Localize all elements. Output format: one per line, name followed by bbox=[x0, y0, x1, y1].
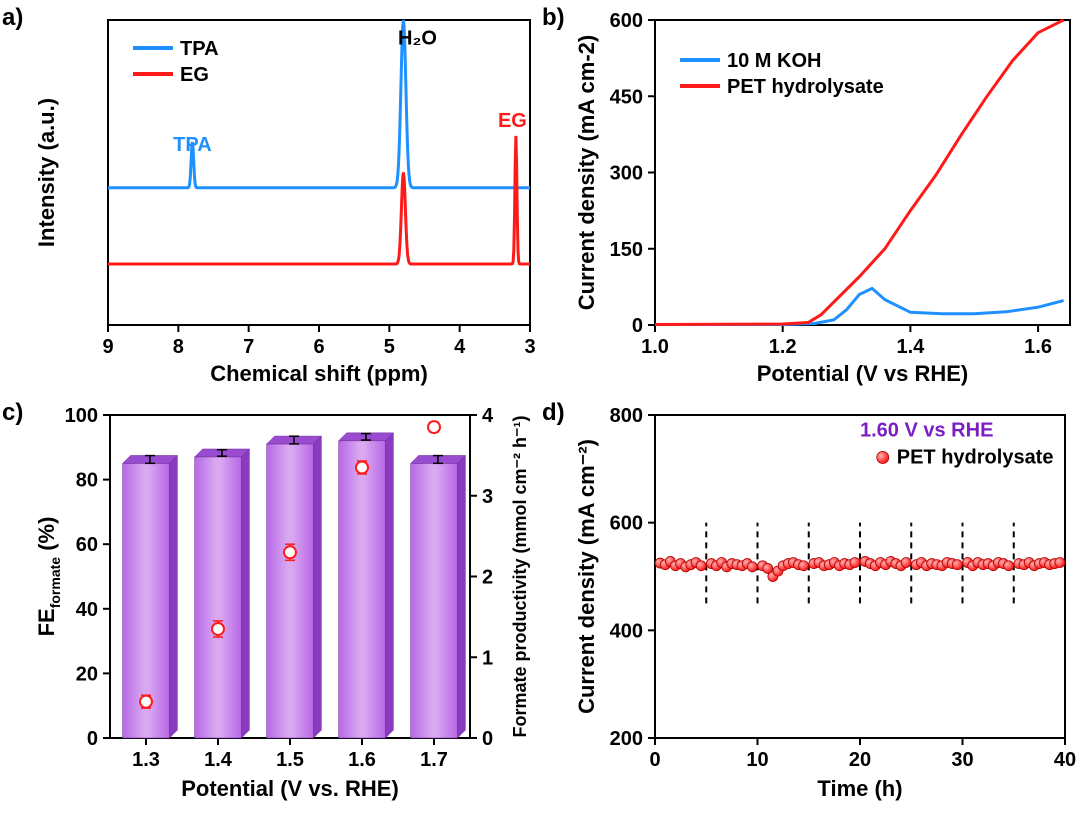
svg-text:60: 60 bbox=[76, 534, 98, 556]
svg-text:600: 600 bbox=[610, 513, 643, 535]
svg-text:1.5: 1.5 bbox=[276, 749, 304, 771]
svg-text:1.2: 1.2 bbox=[769, 336, 797, 358]
svg-text:1.4: 1.4 bbox=[204, 749, 233, 771]
svg-text:1.4: 1.4 bbox=[896, 336, 925, 358]
svg-text:FEformate (%): FEformate (%) bbox=[34, 517, 63, 637]
svg-text:600: 600 bbox=[610, 10, 643, 32]
svg-text:9: 9 bbox=[102, 336, 113, 358]
panel-c-label: c) bbox=[2, 399, 23, 427]
svg-text:1: 1 bbox=[482, 647, 493, 669]
svg-text:100: 100 bbox=[65, 405, 98, 427]
panel-d-label: d) bbox=[542, 399, 565, 427]
panel-a: 9 8 7 6 5 4 3 Chemical shift (ppm) Intensity (a.… bbox=[30, 10, 540, 395]
svg-text:150: 150 bbox=[610, 239, 643, 261]
svg-text:Chemical shift (ppm): Chemical shift (ppm) bbox=[210, 361, 428, 386]
svg-text:0: 0 bbox=[632, 315, 643, 337]
svg-text:H₂O: H₂O bbox=[398, 27, 437, 49]
svg-text:0: 0 bbox=[87, 728, 98, 750]
svg-text:1.3: 1.3 bbox=[132, 749, 160, 771]
svg-text:TPA: TPA bbox=[180, 38, 219, 60]
svg-text:1.7: 1.7 bbox=[420, 749, 448, 771]
svg-text:30: 30 bbox=[951, 749, 973, 771]
svg-text:0: 0 bbox=[482, 728, 493, 750]
svg-text:3: 3 bbox=[524, 336, 535, 358]
svg-text:800: 800 bbox=[610, 405, 643, 427]
svg-text:7: 7 bbox=[243, 336, 254, 358]
svg-text:8: 8 bbox=[173, 336, 184, 358]
svg-text:EG: EG bbox=[180, 64, 209, 86]
svg-text:3: 3 bbox=[482, 486, 493, 508]
svg-text:Potential (V vs. RHE): Potential (V vs. RHE) bbox=[181, 776, 399, 801]
svg-text:450: 450 bbox=[610, 86, 643, 108]
svg-text:300: 300 bbox=[610, 163, 643, 185]
panel-c: 1.3 1.4 1.5 1.6 1.7 0 20 40 60 80 100 0 1 2 3 4 Potentia… bbox=[30, 405, 540, 810]
svg-text:Formate productivity (mmol cm⁻: Formate productivity (mmol cm⁻² h⁻¹) bbox=[510, 415, 530, 737]
svg-text:PET hydrolysate: PET hydrolysate bbox=[727, 76, 884, 98]
svg-text:PET hydrolysate: PET hydrolysate bbox=[897, 446, 1054, 468]
svg-text:20: 20 bbox=[76, 663, 98, 685]
panel-d: 0 10 20 30 40 200 400 600 800 Time (h) Current den… bbox=[570, 405, 1080, 810]
svg-text:1.6: 1.6 bbox=[1024, 336, 1052, 358]
svg-text:Time (h): Time (h) bbox=[817, 776, 902, 801]
svg-text:Current density (mA cm⁻²): Current density (mA cm⁻²) bbox=[574, 439, 599, 714]
svg-text:4: 4 bbox=[454, 336, 466, 358]
svg-text:40: 40 bbox=[1054, 749, 1076, 771]
svg-text:4: 4 bbox=[482, 405, 494, 427]
svg-text:0: 0 bbox=[649, 749, 660, 771]
svg-text:10: 10 bbox=[746, 749, 768, 771]
svg-text:5: 5 bbox=[384, 336, 395, 358]
svg-text:1.6: 1.6 bbox=[348, 749, 376, 771]
svg-text:6: 6 bbox=[313, 336, 324, 358]
svg-text:1.60 V vs RHE: 1.60 V vs RHE bbox=[860, 420, 993, 442]
svg-text:400: 400 bbox=[610, 620, 643, 642]
panel-a-label: a) bbox=[2, 4, 23, 32]
svg-text:40: 40 bbox=[76, 599, 98, 621]
svg-text:TPA: TPA bbox=[173, 134, 212, 156]
svg-text:2: 2 bbox=[482, 567, 493, 589]
svg-text:Potential (V vs RHE): Potential (V vs RHE) bbox=[757, 361, 968, 386]
svg-text:Intensity (a.u.): Intensity (a.u.) bbox=[34, 98, 59, 247]
svg-text:10 M KOH: 10 M KOH bbox=[727, 50, 821, 72]
panel-b-label: b) bbox=[542, 4, 565, 32]
svg-text:1.0: 1.0 bbox=[641, 336, 669, 358]
svg-text:EG: EG bbox=[498, 110, 527, 132]
svg-text:200: 200 bbox=[610, 728, 643, 750]
svg-text:20: 20 bbox=[849, 749, 871, 771]
svg-text:Current density (mA cm-2): Current density (mA cm-2) bbox=[574, 35, 599, 310]
svg-text:80: 80 bbox=[76, 470, 98, 492]
panel-b: 1.0 1.2 1.4 1.6 0 150 300 450 600 Potential (V vs… bbox=[570, 10, 1080, 395]
